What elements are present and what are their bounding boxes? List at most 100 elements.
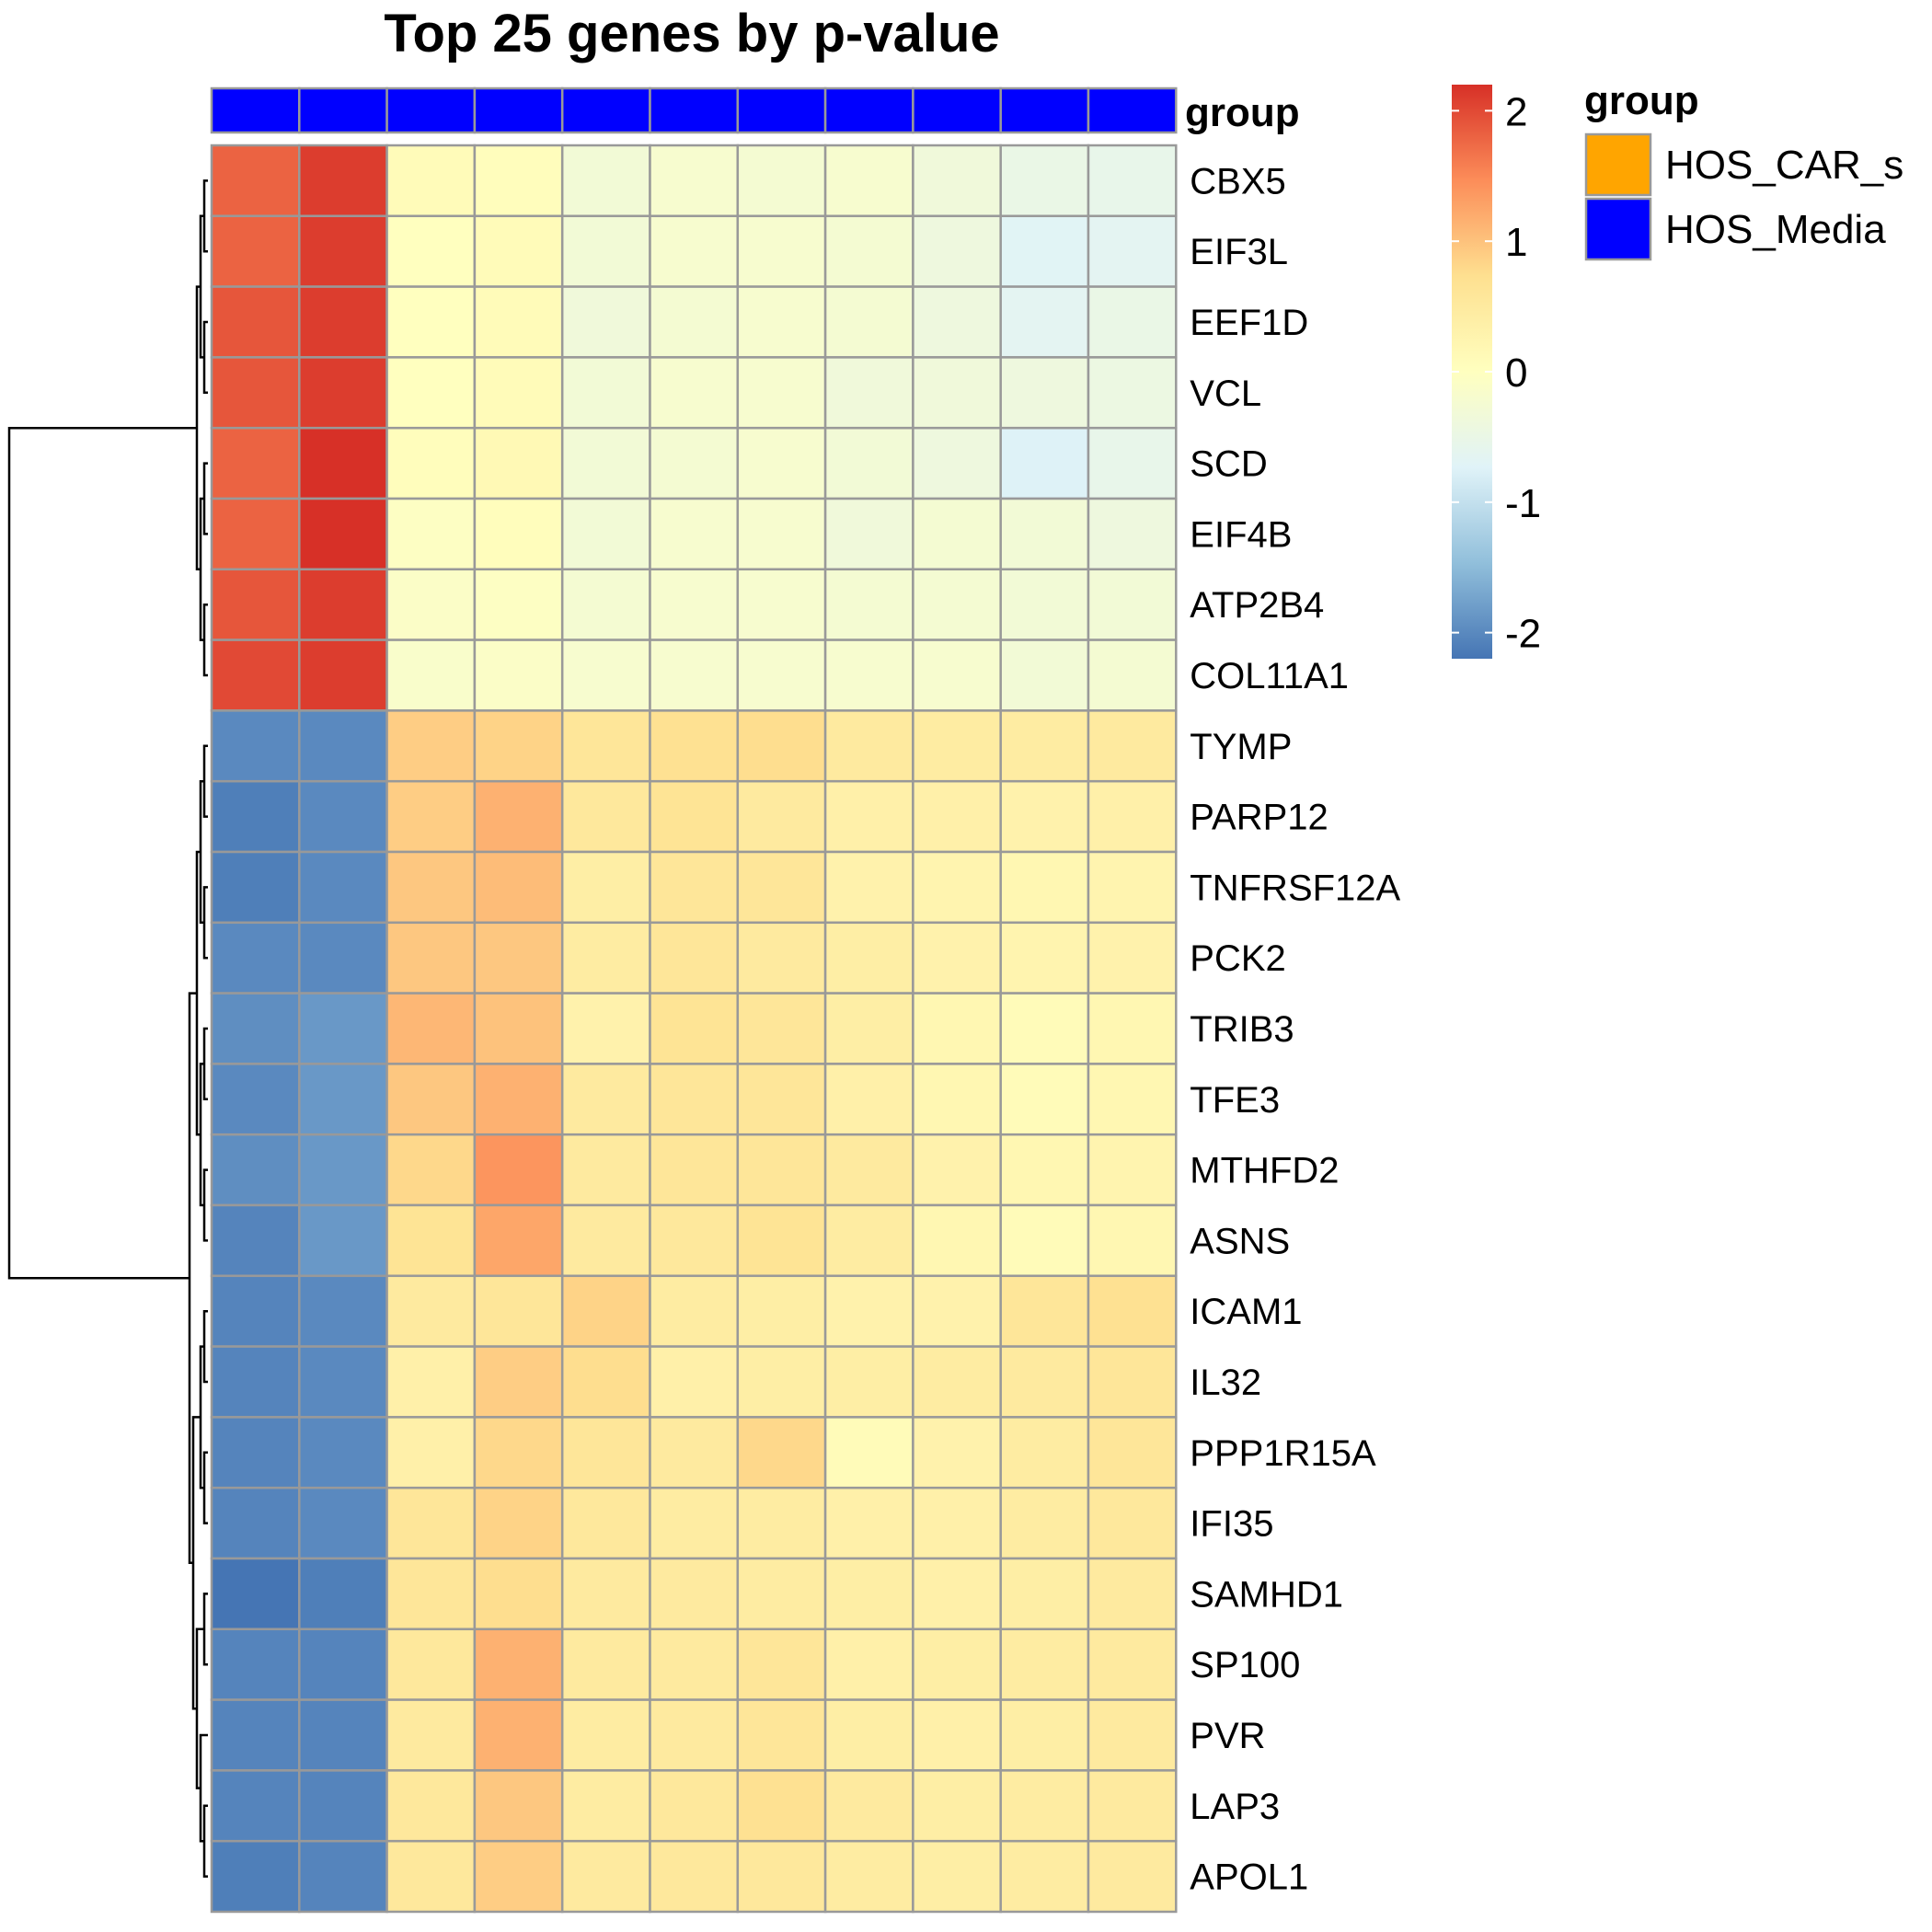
heatmap-cell xyxy=(560,356,651,430)
heatmap-cell xyxy=(912,1769,1002,1843)
legend-swatch xyxy=(1584,197,1652,261)
heatmap-cell xyxy=(210,1133,301,1207)
heatmap-cell xyxy=(473,992,564,1065)
heatmap-cell xyxy=(912,1839,1002,1914)
heatmap-cell xyxy=(999,1486,1090,1560)
row-labels: CBX5 EIF3L EEF1D VCL SCD EIF4B ATP2B4 COL11A1 TY… xyxy=(1190,161,1400,1897)
heatmap-cell xyxy=(473,638,564,712)
heatmap-cell xyxy=(736,285,827,359)
heatmap-cell xyxy=(736,638,827,712)
heatmap-cell xyxy=(912,1557,1002,1631)
heatmap-cell xyxy=(210,1345,301,1419)
heatmap-cell xyxy=(736,214,827,288)
heatmap-cell xyxy=(1087,1839,1178,1914)
heatmap-cell xyxy=(912,1203,1002,1278)
heatmap-cell xyxy=(649,779,740,854)
heatmap-cell xyxy=(649,1274,740,1348)
heatmap-cell xyxy=(823,1416,914,1489)
heatmap-cell xyxy=(560,1063,651,1136)
heatmap-cell xyxy=(649,285,740,359)
legend-label: HOS_Media xyxy=(1665,207,1886,252)
heatmap-cell xyxy=(473,285,564,359)
heatmap-cell xyxy=(385,1133,477,1207)
heatmap-cell xyxy=(912,1698,1002,1772)
heatmap-cell xyxy=(210,1627,301,1701)
heatmap-cell xyxy=(210,1557,301,1631)
heatmap-cell xyxy=(210,1063,301,1136)
heatmap-cell xyxy=(560,709,651,783)
heatmap-cell xyxy=(560,1133,651,1207)
heatmap-cell xyxy=(560,921,651,995)
heatmap-cell xyxy=(823,779,914,854)
heatmap-cell xyxy=(298,568,388,641)
heatmap-cell xyxy=(999,921,1090,995)
heatmap-cell xyxy=(473,1063,564,1136)
heatmap-cell xyxy=(298,144,388,218)
heatmap-cell xyxy=(999,709,1090,783)
heatmap-cell xyxy=(736,356,827,430)
heatmap-cell xyxy=(823,497,914,571)
row-label: PPP1R15A xyxy=(1190,1433,1376,1474)
heatmap-cell xyxy=(210,709,301,783)
heatmap-cell xyxy=(1087,285,1178,359)
heatmap-cell xyxy=(912,568,1002,641)
annotation-cell xyxy=(560,86,651,134)
row-label: TNFRSF12A xyxy=(1190,868,1400,908)
heatmap-cell xyxy=(999,1627,1090,1701)
heatmap-cell xyxy=(298,285,388,359)
heatmap-cell xyxy=(999,1416,1090,1489)
row-label: TYMP xyxy=(1190,727,1292,767)
heatmap-cell xyxy=(473,568,564,641)
heatmap-cell xyxy=(823,1839,914,1914)
heatmap-cell xyxy=(649,1133,740,1207)
heatmap-cell xyxy=(999,285,1090,359)
heatmap-cell xyxy=(736,144,827,218)
heatmap-cell xyxy=(999,1063,1090,1136)
heatmap-cell xyxy=(298,779,388,854)
annotation-cell xyxy=(823,86,914,134)
heatmap-cell xyxy=(473,1769,564,1843)
heatmap-cell xyxy=(385,497,477,571)
color-scale-ticks: 2 1 0 -1 -2 xyxy=(1452,89,1541,657)
heatmap-cell xyxy=(1087,426,1178,500)
dendrogram-branch xyxy=(202,886,208,960)
heatmap-cell xyxy=(823,356,914,430)
heatmap-cell xyxy=(823,285,914,359)
heatmap-cell xyxy=(649,1203,740,1278)
heatmap-cell xyxy=(560,285,651,359)
row-label: SCD xyxy=(1190,444,1267,485)
heatmap-cell xyxy=(385,921,477,995)
scale-tick-label: 1 xyxy=(1505,220,1527,265)
heatmap-cell xyxy=(736,1345,827,1419)
heatmap-cell xyxy=(298,921,388,995)
heatmap-cell xyxy=(298,992,388,1065)
heatmap-cell xyxy=(473,1274,564,1348)
heatmap-cell xyxy=(912,709,1002,783)
heatmap-cell xyxy=(912,921,1002,995)
group-annotation-bar xyxy=(210,86,1178,134)
legend-swatch xyxy=(1584,132,1652,197)
heatmap-cell xyxy=(649,1416,740,1489)
heatmap-cell xyxy=(473,144,564,218)
heatmap-cell xyxy=(210,568,301,641)
heatmap-cell xyxy=(210,992,301,1065)
row-label: ASNS xyxy=(1190,1221,1290,1261)
row-label: VCL xyxy=(1190,374,1261,414)
dendrogram-branch xyxy=(202,1451,208,1524)
heatmap-cell xyxy=(210,1274,301,1348)
heatmap-cell xyxy=(736,709,827,783)
heatmap-cell xyxy=(385,568,477,641)
row-label: PCK2 xyxy=(1190,938,1286,979)
heatmap-cell xyxy=(560,1839,651,1914)
heatmap-cell xyxy=(1087,850,1178,925)
heatmap-cell xyxy=(649,992,740,1065)
heatmap-cell xyxy=(210,214,301,288)
heatmap-cell xyxy=(210,1203,301,1278)
heatmap-cell xyxy=(912,779,1002,854)
heatmap-cell xyxy=(823,214,914,288)
heatmap-cell xyxy=(298,1063,388,1136)
heatmap-cells xyxy=(210,144,1178,1914)
heatmap-cell xyxy=(298,497,388,571)
row-label: CBX5 xyxy=(1190,161,1286,201)
